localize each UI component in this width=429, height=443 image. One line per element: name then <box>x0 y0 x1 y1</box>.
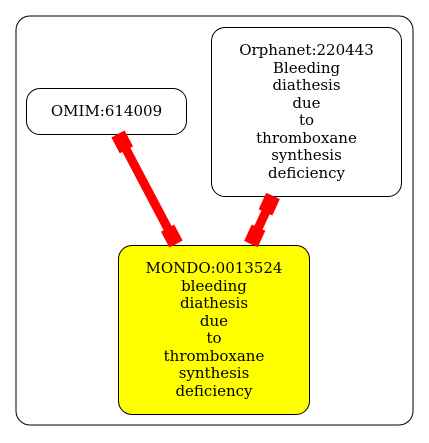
node-orphanet-line-2: diathesis <box>272 76 341 94</box>
node-orphanet[interactable]: Orphanet:220443 Bleeding diathesis due t… <box>211 27 402 197</box>
node-mondo-line-3: due <box>199 311 229 330</box>
node-mondo-line-0: MONDO:0013524 <box>145 259 283 277</box>
node-orphanet-line-3: due <box>292 93 321 112</box>
node-mondo-line-6: synthesis <box>178 364 250 382</box>
node-mondo-line-4: to <box>206 329 222 347</box>
node-mondo-line-1: bleeding <box>181 276 247 295</box>
node-mondo-line-2: diathesis <box>179 294 249 312</box>
node-mondo-line-5: thromboxane <box>163 346 265 365</box>
node-orphanet-line-1: Bleeding <box>272 58 341 77</box>
node-omim-line-0: OMIM:614009 <box>50 101 163 120</box>
node-mondo[interactable]: MONDO:0013524 bleeding diathesis due to … <box>118 245 310 415</box>
node-orphanet-line-6: synthesis <box>271 146 342 164</box>
node-mondo-line-7: deficiency <box>175 381 253 400</box>
node-omim[interactable]: OMIM:614009 <box>26 88 187 135</box>
node-orphanet-line-0: Orphanet:220443 <box>239 41 374 59</box>
node-orphanet-line-5: thromboxane <box>256 128 357 147</box>
node-orphanet-line-7: deficiency <box>267 163 346 182</box>
node-orphanet-line-4: to <box>298 111 315 129</box>
